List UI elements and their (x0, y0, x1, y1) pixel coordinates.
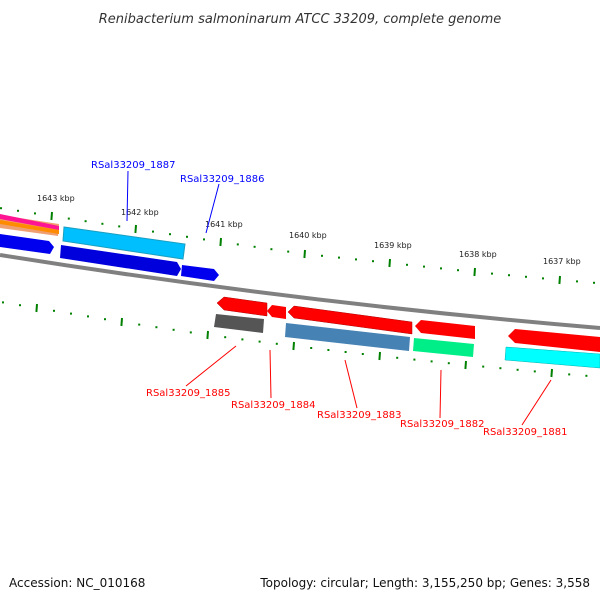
major-tick (219, 237, 222, 247)
gene-feature[interactable] (413, 338, 474, 357)
gene-label[interactable]: RSal33209_1882 (400, 419, 484, 430)
label-leader-line (205, 183, 220, 234)
gene-feature[interactable] (216, 296, 268, 317)
major-tick (206, 330, 209, 340)
major-tick (388, 258, 391, 268)
gene-label[interactable]: RSal33209_1887 (91, 160, 175, 171)
gene-feature[interactable] (508, 329, 600, 352)
accession-text: Accession: NC_010168 (9, 576, 145, 590)
major-tick (464, 360, 467, 370)
gene-feature[interactable] (0, 214, 59, 230)
gene-label[interactable]: RSal33209_1881 (483, 427, 567, 438)
gene-feature[interactable] (267, 305, 286, 319)
label-leader-line (185, 345, 237, 387)
gene-label[interactable]: RSal33209_1885 (146, 388, 230, 399)
scale-label: 1639 kbp (374, 241, 412, 250)
major-tick (378, 351, 381, 361)
gene-feature[interactable] (285, 323, 410, 351)
major-tick (292, 341, 295, 351)
major-tick (120, 317, 123, 327)
scale-label: 1641 kbp (205, 220, 243, 229)
genome-backbone (0, 253, 600, 330)
gene-feature[interactable] (214, 314, 264, 333)
map-title: Renibacterium salmoninarum ATCC 33209, c… (99, 12, 502, 27)
gene-feature[interactable] (0, 234, 54, 254)
major-tick (50, 211, 53, 221)
gene-feature[interactable] (181, 265, 219, 281)
label-leader-line (521, 379, 552, 426)
scale-label: 1637 kbp (543, 257, 581, 266)
label-leader-line (344, 359, 358, 409)
major-tick (550, 368, 553, 378)
gene-feature[interactable] (60, 245, 181, 276)
genome-summary-text: Topology: circular; Length: 3,155,250 bp… (259, 576, 590, 590)
label-leader-line (269, 349, 272, 399)
reverse-features (214, 296, 600, 369)
major-tick (303, 249, 306, 259)
major-tick (558, 275, 561, 285)
gene-feature[interactable] (504, 346, 600, 369)
gene-label[interactable]: RSal33209_1884 (231, 400, 315, 411)
gene-feature[interactable] (0, 220, 59, 234)
scale-label: 1640 kbp (289, 231, 327, 240)
gene-feature[interactable] (62, 226, 186, 260)
gene-feature[interactable] (415, 320, 475, 339)
forward-features (0, 214, 219, 281)
scale-label: 1642 kbp (121, 208, 159, 217)
major-tick (134, 224, 137, 234)
major-tick (473, 267, 476, 277)
label-leader-line (126, 170, 129, 222)
major-tick (35, 303, 38, 313)
gene-feature[interactable] (287, 305, 413, 335)
label-leader-line (439, 369, 442, 419)
scale-label: 1643 kbp (37, 194, 75, 203)
gene-label[interactable]: RSal33209_1883 (317, 410, 401, 421)
scale-ticks (0, 207, 595, 378)
gene-label[interactable]: RSal33209_1886 (180, 174, 264, 185)
scale-label: 1638 kbp (459, 250, 497, 259)
